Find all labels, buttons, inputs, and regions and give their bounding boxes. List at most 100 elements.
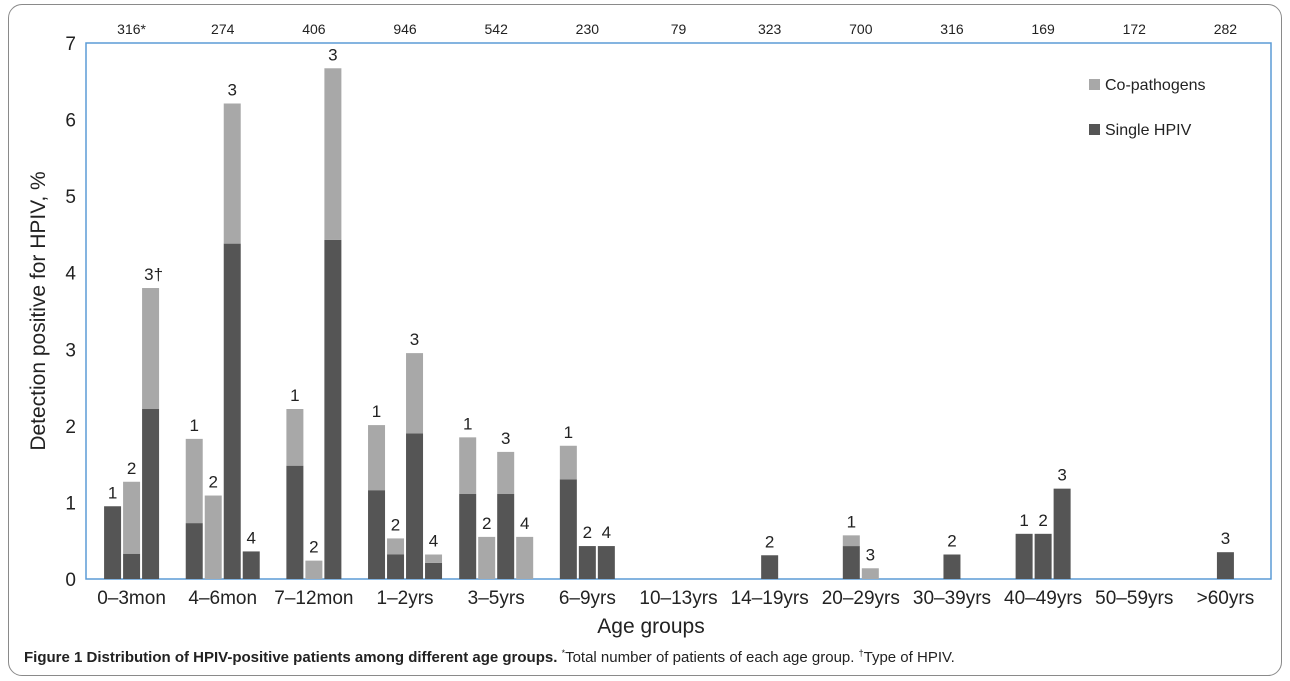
- y-tick-label: 5: [65, 187, 76, 208]
- legend-swatch-copathogens: [1089, 79, 1100, 90]
- patient-count-label: 946: [393, 21, 417, 37]
- bar-stack: 4: [242, 528, 260, 579]
- bar-type-label: 4: [429, 531, 438, 550]
- y-tick-label: 2: [65, 417, 76, 438]
- bar-type-label: 2: [583, 523, 592, 542]
- bar-stack: 2: [305, 538, 323, 579]
- bar-segment-copathogens: [185, 438, 203, 524]
- patient-count-label: 406: [302, 21, 326, 37]
- bar-type-label: 1: [463, 414, 472, 433]
- bar-stack: 2: [943, 531, 961, 579]
- patient-count-label: 316: [940, 21, 964, 37]
- bar-segment-single: [1034, 533, 1052, 579]
- bar-stack: 4: [425, 531, 443, 579]
- x-tick-label: 40–49yrs: [1004, 588, 1082, 609]
- patient-count-label: 323: [758, 21, 782, 37]
- bar-type-label: 4: [602, 523, 611, 542]
- patient-count-label: 169: [1031, 21, 1055, 37]
- bar-type-label: 1: [290, 386, 299, 405]
- x-axis: 0–3mon 4–6mon 7–12mon 1–2yrs 3–5yrs 6–9yrs 10–…: [97, 588, 1254, 609]
- bar-stack: 2: [123, 459, 141, 579]
- bar-type-label: 2: [482, 514, 491, 533]
- bar-segment-single: [1053, 488, 1071, 579]
- bar-segment-copathogens: [425, 554, 443, 563]
- bar-stack: 3: [223, 80, 241, 580]
- x-tick-label: 14–19yrs: [731, 588, 809, 609]
- bar-type-label: 2: [127, 459, 136, 478]
- bar-segment-copathogens: [842, 535, 860, 547]
- bar-type-label: 3: [1057, 466, 1066, 485]
- x-tick-label: 20–29yrs: [822, 588, 900, 609]
- bar-segment-single: [559, 479, 577, 579]
- bar-stack: 3: [406, 330, 424, 579]
- bar-segment-copathogens: [459, 437, 477, 495]
- bar-type-label: 1: [189, 416, 198, 435]
- bar-segment-single: [842, 546, 860, 579]
- bar-type-label: 2: [947, 531, 956, 550]
- bar-stack: 1: [104, 483, 122, 579]
- y-tick-label: 7: [65, 34, 76, 55]
- bar-stack: 3: [1216, 529, 1234, 579]
- bar-segment-single: [185, 523, 203, 579]
- caption-note1-text: Total number of patients of each age gro…: [565, 649, 855, 666]
- x-tick-label: 4–6mon: [188, 588, 257, 609]
- bar-segment-copathogens: [142, 288, 160, 410]
- bar-stack: 2: [204, 473, 222, 579]
- bar-stack: 4: [516, 514, 534, 579]
- y-tick-label: 4: [65, 264, 76, 285]
- bar-type-label: 1: [564, 423, 573, 442]
- bar-stack: 2: [478, 514, 496, 579]
- bar-type-label: 2: [765, 532, 774, 551]
- bar-segment-copathogens: [204, 495, 222, 579]
- patient-count-label: 274: [211, 21, 235, 37]
- x-tick-label: >60yrs: [1197, 588, 1255, 609]
- bar-type-label: 3: [227, 80, 236, 99]
- y-tick-label: 0: [65, 570, 76, 591]
- bar-stack: 1: [459, 414, 477, 579]
- bar-type-label: 3: [866, 545, 875, 564]
- y-axis-title: Detection positive for HPIV, %: [27, 171, 50, 450]
- bar-segment-single: [286, 465, 304, 579]
- bar-segment-copathogens: [286, 409, 304, 466]
- patient-count-label: 230: [576, 21, 600, 37]
- bar-stack: 1: [1015, 511, 1033, 579]
- bar-segment-single: [406, 433, 424, 579]
- bar-segment-single: [324, 239, 342, 579]
- bar-segment-single: [242, 551, 260, 579]
- bar-type-label: 1: [108, 483, 117, 502]
- patient-count-label: 282: [1214, 21, 1238, 37]
- bar-segment-copathogens: [123, 481, 141, 554]
- bar-type-label: 2: [208, 473, 217, 492]
- bar-segment-copathogens: [223, 103, 241, 244]
- bar-segment-single: [387, 554, 405, 579]
- bar-segment-single: [597, 546, 615, 579]
- y-tick-label: 6: [65, 111, 76, 132]
- bar-segment-single: [123, 553, 141, 579]
- bar-segment-single: [459, 494, 477, 579]
- bar-segment-copathogens: [324, 68, 342, 240]
- bar-segment-copathogens: [559, 445, 577, 480]
- patient-count-row: 316* 274 406 946 542 230 79 323 700 316 169 172 282: [117, 21, 1237, 37]
- patient-count-label: 316*: [117, 21, 146, 37]
- bar-stack: 2: [1034, 511, 1052, 579]
- bar-type-label: 3†: [144, 265, 163, 284]
- caption-note2-mark: †: [858, 648, 864, 658]
- y-axis: 0 1 2 3 4 5 6 7: [65, 34, 76, 591]
- bar-segment-single: [104, 506, 122, 579]
- bar-segment-copathogens: [478, 536, 496, 579]
- bar-segment-copathogens: [305, 560, 323, 579]
- x-tick-label: 7–12mon: [274, 588, 353, 609]
- bar-type-label: 2: [1038, 511, 1047, 530]
- x-tick-label: 50–59yrs: [1095, 588, 1173, 609]
- y-tick-label: 3: [65, 340, 76, 361]
- bar-stack: 2: [578, 523, 596, 579]
- bar-segment-copathogens: [406, 353, 424, 434]
- bar-segment-single: [578, 546, 596, 579]
- patient-count-label: 172: [1123, 21, 1147, 37]
- figure-caption: Figure 1 Distribution of HPIV-positive p…: [24, 648, 1274, 666]
- bar-segment-single: [368, 490, 386, 579]
- bar-stack: 3: [324, 45, 342, 579]
- x-tick-label: 6–9yrs: [559, 588, 616, 609]
- plot-area: [85, 42, 1272, 580]
